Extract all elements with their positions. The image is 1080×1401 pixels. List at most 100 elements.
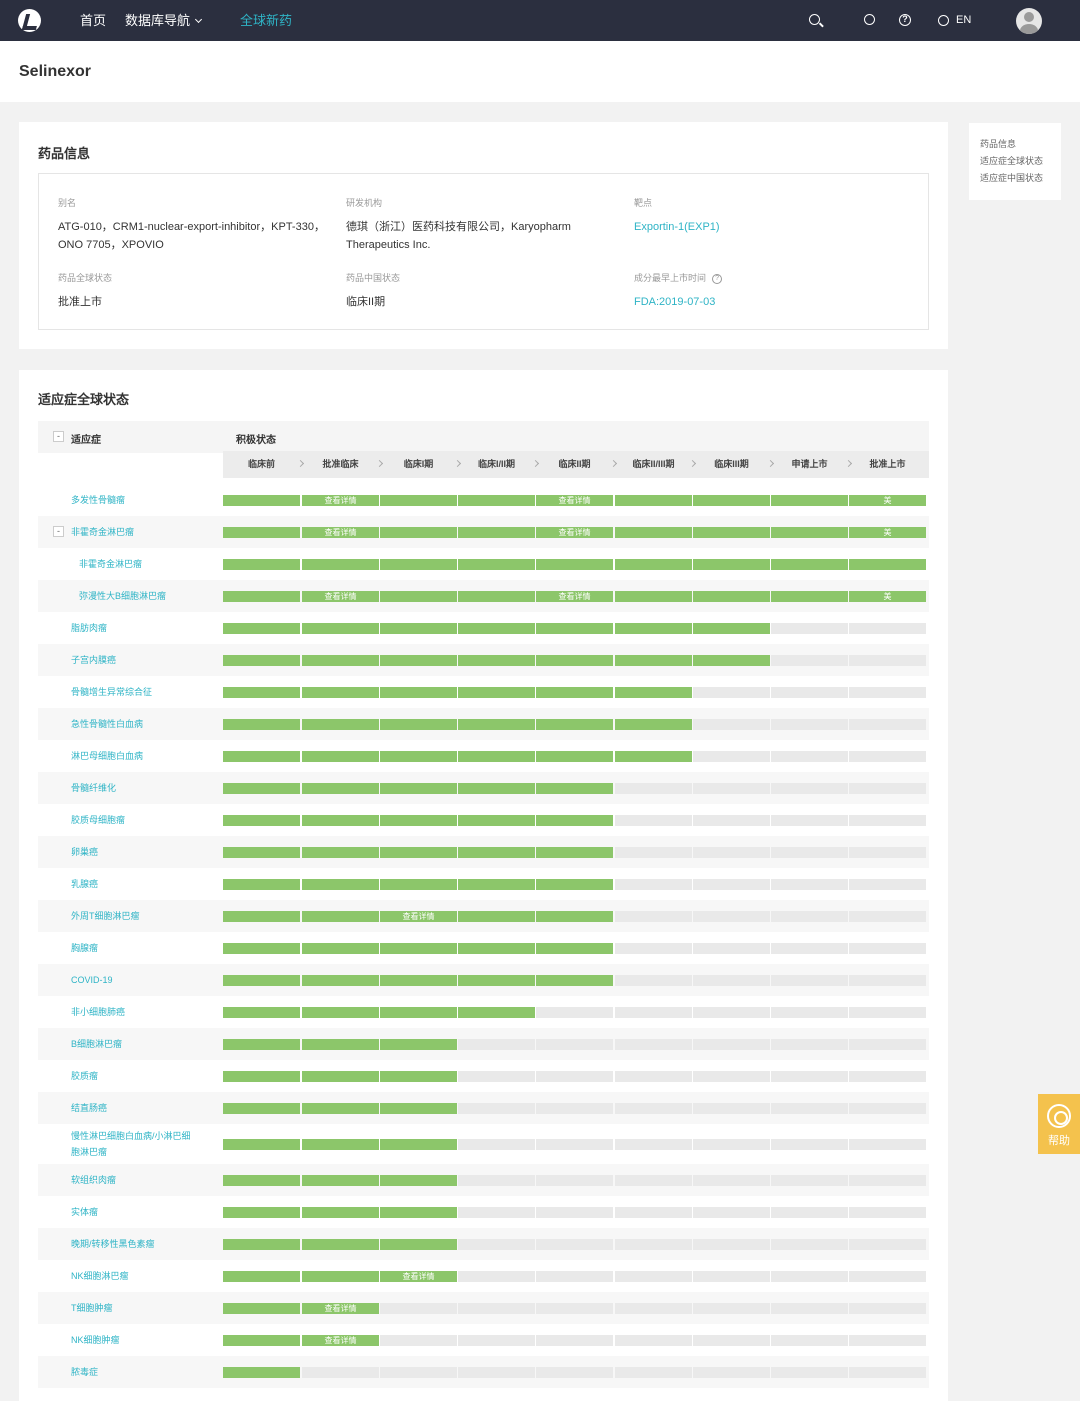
view-detail-link[interactable]: 查看详情: [380, 1271, 457, 1282]
view-detail-link[interactable]: 查看详情: [380, 911, 457, 922]
globe-icon[interactable]: [938, 15, 949, 26]
phase-bar-segment: [380, 623, 457, 634]
indication-link[interactable]: 软组织肉瘤: [71, 1175, 117, 1185]
indication-link[interactable]: 外周T细胞淋巴瘤: [71, 911, 140, 921]
phase-bar-segment: [849, 975, 926, 986]
indication-link[interactable]: 弥漫性大B细胞淋巴瘤: [79, 591, 167, 601]
nav-global-new-drugs[interactable]: 全球新药: [240, 13, 293, 28]
indication-link[interactable]: 子宫内膜癌: [71, 655, 117, 665]
indication-link[interactable]: 胶质母细胞瘤: [71, 815, 126, 825]
indication-link[interactable]: 实体瘤: [71, 1207, 99, 1217]
phase-bar-segment: [771, 1335, 848, 1346]
phase-bar-segment: [693, 1103, 770, 1114]
indication-link[interactable]: B细胞淋巴瘤: [71, 1039, 123, 1049]
phase-bar-segment: [771, 623, 848, 634]
anchor-drug-info[interactable]: 药品信息: [980, 139, 1017, 149]
anchor-global-status[interactable]: 适应症全球状态: [980, 156, 1044, 166]
view-detail-link[interactable]: 查看详情: [302, 1335, 379, 1346]
phase-bar-segment: [771, 1039, 848, 1050]
indication-link[interactable]: 胶质瘤: [71, 1071, 99, 1081]
phase-bar-segment: [771, 1103, 848, 1114]
phase-bar-segment: [223, 591, 300, 602]
view-detail-link[interactable]: 查看详情: [536, 591, 613, 602]
phase-bar-segment: [771, 783, 848, 794]
first-launch-link[interactable]: FDA:2019-07-03: [634, 296, 716, 308]
phase-bar-segment: [849, 1239, 926, 1250]
phase-bar-segment: [615, 687, 692, 698]
phase-bar-segment: [223, 751, 300, 762]
phase-bar-segment: [380, 815, 457, 826]
phase-bar-segment: [380, 495, 457, 506]
indication-link[interactable]: 慢性淋巴细胞白血病/小淋巴细 胞淋巴瘤: [71, 1128, 211, 1160]
help-float-button[interactable]: 帮助: [1038, 1094, 1080, 1154]
drug-info-title: 药品信息: [38, 146, 91, 161]
phase-bar-segment: [223, 1007, 300, 1018]
row-collapse-toggle[interactable]: -: [53, 526, 64, 537]
collapse-all-toggle[interactable]: -: [53, 431, 64, 442]
avatar[interactable]: [1016, 8, 1042, 34]
phase-bar-segment: [380, 687, 457, 698]
indication-link[interactable]: 非霍奇金淋巴瘤: [71, 527, 135, 537]
phase-bar-segment: [693, 1239, 770, 1250]
phase-bar-segment: [615, 1071, 692, 1082]
indication-link[interactable]: 脂肪肉瘤: [71, 623, 108, 633]
phase-bar-segment: [693, 495, 770, 506]
phase-bar-segment: [615, 1303, 692, 1314]
lightbulb-icon[interactable]: [864, 14, 875, 25]
phase-bar-segment: [615, 783, 692, 794]
phase-bar-segment: [458, 1271, 535, 1282]
target-link[interactable]: Exportin-1(EXP1): [634, 221, 720, 233]
phase-bar-segment: [223, 1039, 300, 1050]
view-detail-link[interactable]: 查看详情: [302, 495, 379, 506]
view-detail-link[interactable]: 查看详情: [536, 527, 613, 538]
question-icon[interactable]: ?: [712, 273, 723, 284]
phase-bar-segment: [615, 943, 692, 954]
indication-link[interactable]: 非霍奇金淋巴瘤: [79, 559, 143, 569]
search-icon[interactable]: [809, 14, 820, 25]
nav-database[interactable]: 数据库导航: [125, 0, 203, 41]
org-line-2: Therapeutics Inc.: [346, 239, 431, 251]
indication-link[interactable]: 结直肠癌: [71, 1103, 108, 1113]
indication-link[interactable]: NK细胞肿瘤: [71, 1335, 120, 1345]
indication-link[interactable]: 非小细胞肺癌: [71, 1007, 126, 1017]
phase-bar-segment: [380, 719, 457, 730]
indication-link[interactable]: 淋巴母细胞白血病: [71, 751, 144, 761]
us-approval-badge: 美: [849, 527, 926, 538]
indication-link[interactable]: COVID-19: [71, 975, 113, 985]
phase-bar-segment: [771, 1071, 848, 1082]
phase-bar-segment: [536, 1071, 613, 1082]
nav-home[interactable]: 首页: [80, 13, 107, 28]
logo-icon[interactable]: [18, 9, 41, 32]
indication-link[interactable]: 骨髓纤维化: [71, 783, 117, 793]
phase-header-7: 申请上市: [791, 459, 828, 469]
view-detail-link[interactable]: 查看详情: [302, 1303, 379, 1314]
indication-link[interactable]: T细胞肿瘤: [71, 1303, 113, 1313]
indication-link[interactable]: 晚期/转移性黑色素瘤: [71, 1239, 155, 1249]
language-switch[interactable]: EN: [956, 14, 972, 26]
indication-header-label: 适应症: [71, 435, 101, 446]
view-detail-link[interactable]: 查看详情: [536, 495, 613, 506]
phase-bar-segment: [536, 623, 613, 634]
phase-bar-segment: [615, 751, 692, 762]
indication-row: - 非霍奇金淋巴瘤 查看详情 查看详情 美: [38, 516, 929, 548]
indication-row: 脂肪肉瘤: [38, 612, 929, 644]
anchor-china-status[interactable]: 适应症中国状态: [980, 173, 1044, 183]
indication-link[interactable]: 骨髓增生异常综合征: [71, 687, 153, 697]
phase-bar-segment: [302, 559, 379, 570]
indication-link[interactable]: 急性骨髓性白血病: [71, 719, 144, 729]
indication-link[interactable]: 乳腺癌: [71, 879, 99, 889]
phase-bar-segment: [458, 1367, 535, 1378]
phase-bar-segment: [302, 655, 379, 666]
view-detail-link[interactable]: 查看详情: [302, 527, 379, 538]
help-icon[interactable]: ?: [899, 14, 911, 26]
phase-header-0: 临床前: [247, 459, 275, 469]
indication-link[interactable]: 脓毒症: [71, 1367, 99, 1377]
phase-bar-segment: [458, 527, 535, 538]
indication-row: 脓毒症: [38, 1356, 929, 1388]
view-detail-link[interactable]: 查看详情: [302, 591, 379, 602]
indication-link[interactable]: 胸腺瘤: [71, 943, 99, 953]
indication-link[interactable]: NK细胞淋巴瘤: [71, 1271, 129, 1281]
indication-link[interactable]: 卵巢癌: [71, 847, 99, 857]
phase-bar-segment: [849, 1071, 926, 1082]
indication-link[interactable]: 多发性骨髓瘤: [71, 495, 126, 505]
